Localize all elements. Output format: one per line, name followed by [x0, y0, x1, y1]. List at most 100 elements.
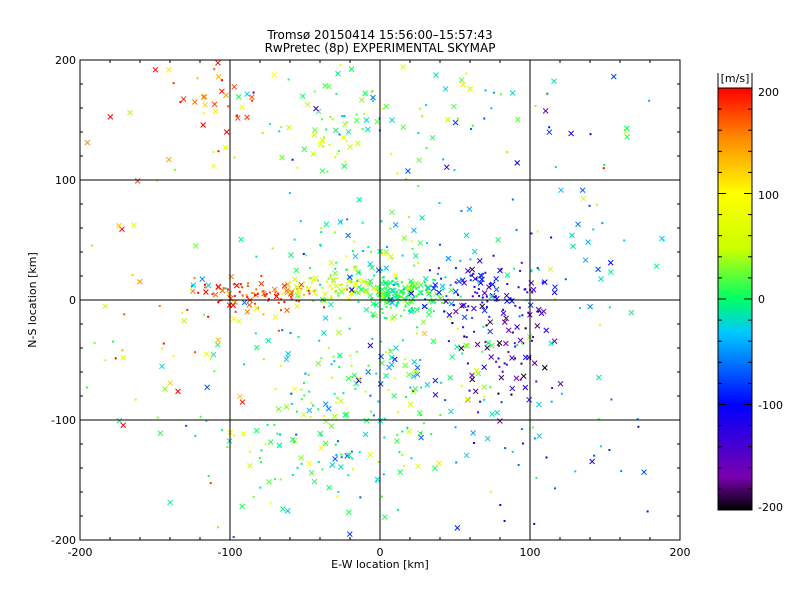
data-point-cross — [481, 290, 488, 296]
data-point-dot — [449, 284, 452, 287]
data-point-dot — [362, 249, 365, 252]
data-point-dot — [548, 126, 551, 129]
data-point-cross — [527, 302, 534, 308]
data-point-cross — [412, 368, 419, 375]
data-point-dot — [212, 151, 215, 154]
data-point-dot — [483, 396, 486, 399]
data-point-dot — [407, 287, 410, 290]
data-point-dot — [329, 275, 332, 278]
data-point-cross — [486, 284, 492, 290]
data-point-dot — [367, 369, 370, 372]
data-point-cross — [296, 291, 302, 298]
data-point-cross — [500, 310, 507, 317]
data-point-dot — [268, 123, 271, 126]
data-point-cross — [246, 302, 253, 308]
data-point-dot — [381, 293, 384, 296]
data-point-cross — [286, 124, 292, 131]
colorbar-tick-label: 200 — [758, 86, 779, 99]
data-point-cross — [481, 384, 488, 391]
data-point-cross — [337, 219, 344, 225]
data-point-dot — [421, 115, 424, 118]
data-point-cross — [363, 289, 369, 296]
data-point-dot — [330, 296, 333, 299]
data-point-dot — [299, 220, 302, 223]
data-point-dot — [371, 315, 374, 318]
data-point-dot — [452, 303, 455, 306]
data-point-dot — [358, 379, 361, 382]
data-point-cross — [358, 97, 365, 103]
data-point-dot — [385, 305, 388, 308]
data-point-cross — [432, 377, 439, 384]
data-point-dot — [162, 342, 165, 345]
data-point-dot — [405, 178, 408, 181]
data-point-dot — [477, 281, 480, 284]
data-point-cross — [215, 73, 222, 80]
data-point-cross — [546, 129, 553, 136]
data-point-dot — [531, 335, 534, 338]
data-point-cross — [253, 305, 260, 312]
data-point-cross — [273, 293, 280, 300]
data-point-dot — [389, 306, 392, 309]
data-point-dot — [610, 398, 613, 401]
data-point-dot — [424, 284, 427, 287]
data-point-dot — [482, 325, 485, 328]
data-point-cross — [299, 93, 306, 100]
data-point-cross — [378, 291, 384, 298]
data-point-dot — [323, 414, 326, 417]
data-point-cross — [429, 134, 436, 141]
data-point-dot — [372, 414, 375, 417]
data-point-dot — [353, 240, 356, 243]
data-point-dot — [420, 386, 423, 389]
data-point-cross — [504, 272, 511, 278]
data-point-dot — [397, 285, 400, 288]
data-point-cross — [328, 259, 335, 266]
data-point-dot — [338, 366, 341, 369]
data-point-dot — [447, 340, 450, 343]
data-point-cross — [454, 344, 460, 350]
data-point-dot — [401, 281, 404, 284]
data-point-cross — [327, 282, 334, 289]
data-point-dot — [520, 428, 523, 431]
data-point-dot — [341, 283, 344, 286]
data-point-cross — [311, 276, 317, 283]
data-point-cross — [392, 273, 399, 279]
data-point-cross — [345, 128, 352, 135]
data-point-cross — [465, 267, 471, 274]
data-point-dot — [279, 478, 282, 481]
data-point-cross — [587, 303, 593, 310]
data-point-dot — [489, 490, 492, 493]
data-point-dot — [408, 310, 411, 313]
data-point-cross — [215, 337, 222, 343]
colorbar-tick-label: 0 — [758, 293, 765, 306]
data-point-dot — [308, 390, 311, 393]
data-point-cross — [420, 319, 427, 325]
data-point-cross — [551, 289, 558, 296]
data-point-dot — [131, 274, 134, 277]
data-point-dot — [280, 309, 283, 312]
data-point-cross — [383, 103, 390, 110]
data-point-dot — [335, 453, 338, 456]
data-point-dot — [104, 359, 107, 362]
data-point-dot — [484, 271, 487, 274]
data-point-dot — [417, 184, 420, 187]
data-point-dot — [326, 280, 329, 283]
data-point-dot — [636, 418, 639, 421]
data-point-dot — [514, 345, 517, 348]
data-point-cross — [387, 253, 394, 260]
data-point-cross — [369, 264, 375, 271]
data-point-dot — [466, 362, 469, 365]
data-point-dot — [476, 411, 479, 414]
data-point-dot — [451, 322, 454, 325]
data-point-dot — [232, 536, 235, 539]
data-point-dot — [233, 294, 236, 297]
data-point-dot — [399, 295, 402, 298]
data-point-dot — [412, 285, 415, 288]
data-point-cross — [463, 232, 470, 239]
data-point-dot — [595, 203, 598, 206]
data-point-dot — [517, 286, 520, 289]
data-point-dot — [313, 90, 316, 93]
data-point-dot — [248, 450, 251, 453]
data-point-cross — [536, 433, 543, 439]
data-point-cross — [469, 266, 476, 273]
data-point-cross — [203, 351, 210, 357]
